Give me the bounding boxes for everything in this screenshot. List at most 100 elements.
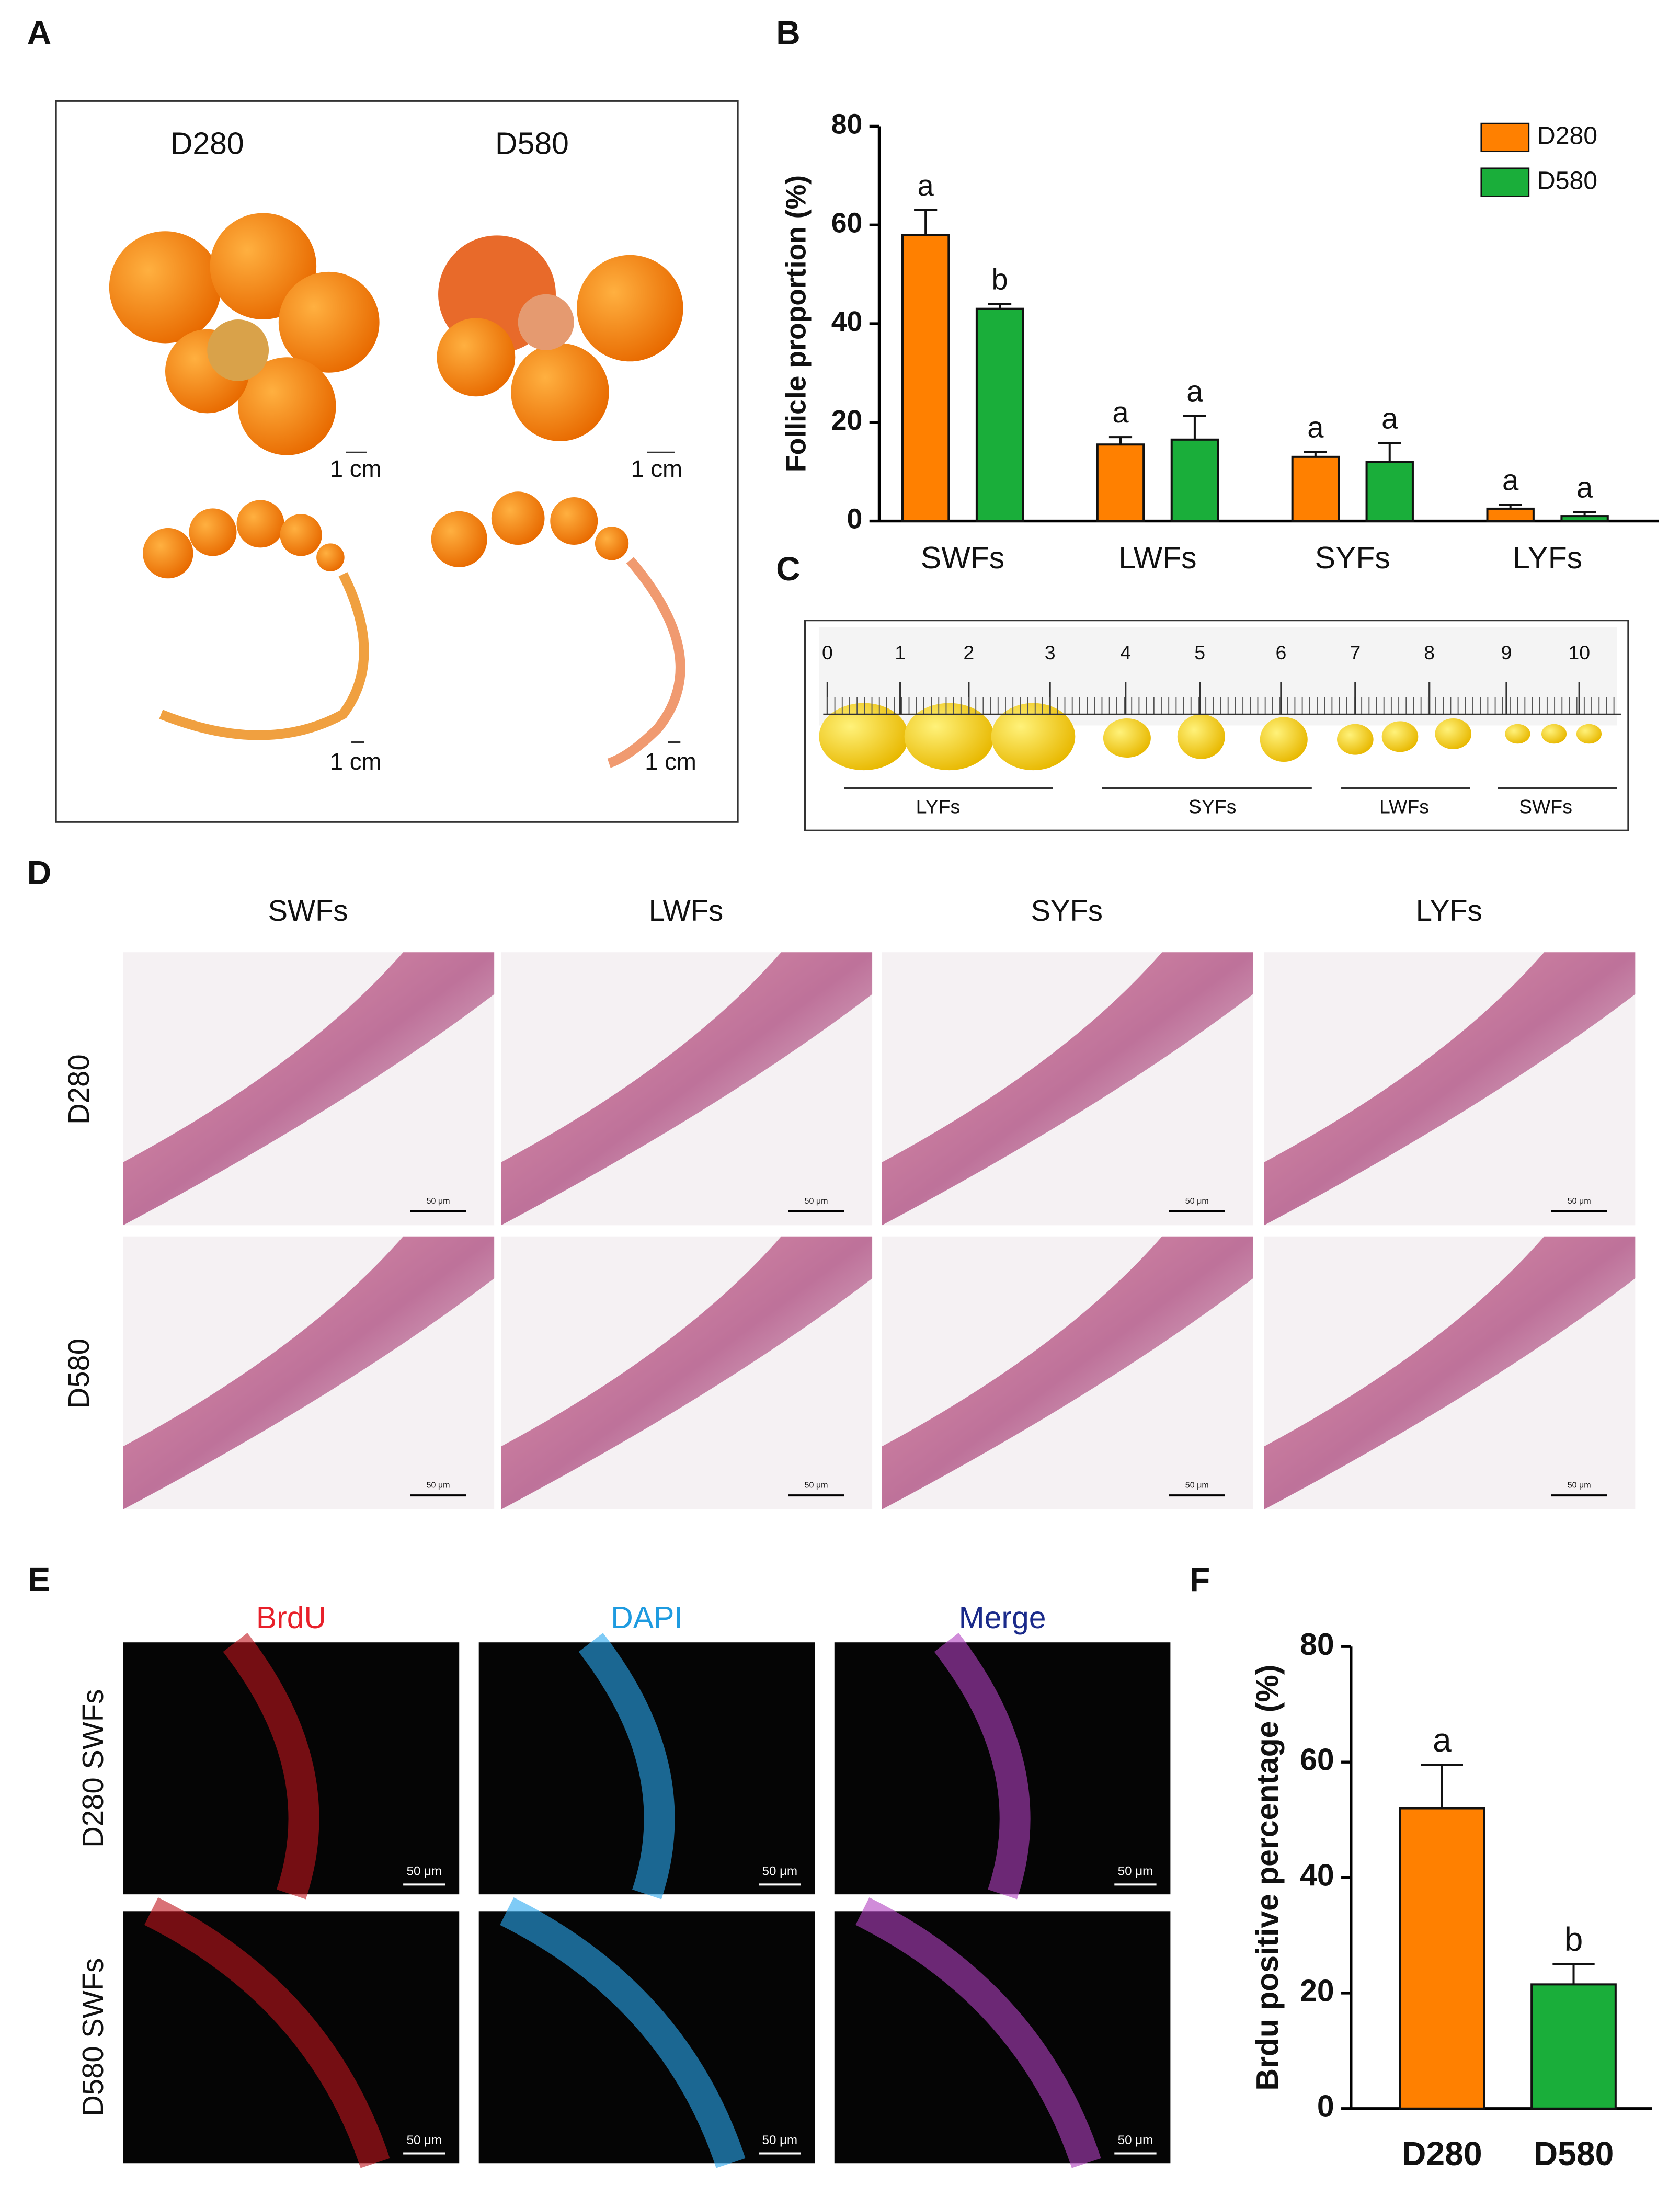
ruler-number: 7 <box>1350 642 1361 663</box>
row-label: D280 <box>62 1054 95 1124</box>
scale-label: 50 μm <box>1118 2133 1153 2147</box>
scale-label: 1 cm <box>631 455 682 482</box>
group-label: LWFs <box>1379 795 1429 817</box>
scale-label: 50 μm <box>762 1864 797 1879</box>
column-label: SYFs <box>1031 894 1103 927</box>
y-tick-label: 80 <box>831 109 863 140</box>
bar <box>901 234 950 522</box>
bar <box>1560 515 1609 522</box>
significance-letter: a <box>1502 463 1519 496</box>
significance-letter: a <box>1576 471 1593 504</box>
tissue-band <box>123 952 495 1226</box>
tissue-signal <box>855 1897 1101 2168</box>
error-bar <box>1108 436 1133 445</box>
scale-label: 1 cm <box>645 748 696 775</box>
column-label: LWFs <box>649 894 724 927</box>
ruler-number: 4 <box>1120 642 1131 663</box>
legend-label: D280 <box>1537 122 1597 150</box>
scale-label: 50 μm <box>1568 1481 1591 1490</box>
ruler-number: 10 <box>1568 642 1590 663</box>
scale-label: 50 μm <box>1118 1864 1153 1879</box>
x-tick-label: LWFs <box>1118 541 1196 575</box>
tissue-band <box>123 1236 495 1509</box>
y-tick-label: 0 <box>1317 2089 1334 2123</box>
x-tick-label: SWFs <box>921 541 1004 575</box>
tissue-signal <box>578 1633 675 1900</box>
significance-letter: a <box>1112 396 1129 429</box>
panel-a-frame <box>55 100 739 823</box>
x-tick-label: LYFs <box>1513 541 1582 575</box>
legend-swatch <box>1480 167 1530 197</box>
group-label: LYFs <box>916 795 961 817</box>
row-label: D280 SWFs <box>76 1689 109 1848</box>
row-label: D580 <box>62 1338 95 1409</box>
group-label: SWFs <box>1519 795 1572 817</box>
y-tick-label: 20 <box>831 405 863 436</box>
tissue-signal <box>500 1897 746 2168</box>
error-bar <box>1378 442 1401 462</box>
ruler-number: 5 <box>1194 642 1205 663</box>
ruler-number: 9 <box>1501 642 1512 663</box>
y-axis-label: Follicle proportion (%) <box>781 175 812 472</box>
error-bar <box>914 209 938 235</box>
bar <box>1530 1983 1617 2110</box>
scale-label: 50 μm <box>1185 1481 1209 1490</box>
ruler-number: 8 <box>1424 642 1435 663</box>
x-tick-label: SYFs <box>1315 541 1390 575</box>
scale-label: 50 μm <box>407 2133 442 2147</box>
bar <box>975 307 1024 522</box>
tissue-band <box>882 952 1253 1226</box>
scale-label: 50 μm <box>762 2133 797 2147</box>
error-bar <box>988 303 1012 309</box>
group-label: SYFs <box>1188 795 1237 817</box>
panel-label: A <box>27 14 51 51</box>
error-bar <box>1573 511 1596 517</box>
error-bar <box>1421 1764 1463 1809</box>
ruler-number: 0 <box>822 642 833 663</box>
column-label: Merge <box>959 1601 1046 1635</box>
column-label: BrdU <box>256 1601 326 1635</box>
panel-label: B <box>776 14 800 51</box>
error-bar <box>1304 451 1327 457</box>
column-label: D280 <box>170 127 244 161</box>
ruler-number: 1 <box>895 642 906 663</box>
y-tick-label: 80 <box>1300 1628 1334 1662</box>
significance-letter: b <box>991 262 1008 295</box>
y-axis-label: Brdu positive percentage (%) <box>1251 1665 1285 2091</box>
scale-label: 50 μm <box>427 1196 450 1206</box>
significance-letter: a <box>1433 1721 1452 1759</box>
y-tick-label: 60 <box>831 208 863 238</box>
tissue-signal <box>144 1897 390 2168</box>
significance-letter: b <box>1564 1920 1583 1958</box>
scale-label: 1 cm <box>330 748 382 775</box>
scale-label: 1 cm <box>330 455 382 482</box>
panel-label: F <box>1190 1561 1210 1598</box>
panel-label: C <box>776 550 800 588</box>
row-label: D580 SWFs <box>76 1958 109 2116</box>
significance-letter: a <box>1186 375 1203 408</box>
scale-label: 50 μm <box>427 1481 450 1490</box>
panel-label: D <box>27 854 51 891</box>
scale-label: 50 μm <box>1185 1196 1209 1206</box>
error-bar <box>1499 504 1522 509</box>
legend-label: D580 <box>1537 166 1597 194</box>
bar <box>1399 1807 1485 2110</box>
bar <box>1291 455 1340 522</box>
significance-letter: a <box>918 169 934 202</box>
legend-swatch <box>1480 122 1530 153</box>
y-tick-label: 0 <box>847 504 863 535</box>
column-label: D580 <box>495 127 569 161</box>
x-tick-label: D580 <box>1534 2135 1614 2172</box>
tissue-signal <box>934 1633 1031 1900</box>
y-tick-label: 60 <box>1300 1743 1334 1777</box>
scale-bars <box>346 451 681 743</box>
panel-label: E <box>28 1561 51 1598</box>
bar <box>1096 443 1145 522</box>
bar <box>1365 461 1414 522</box>
x-tick-label: D280 <box>1402 2135 1482 2172</box>
tissue-band <box>882 1236 1253 1509</box>
scale-label: 50 μm <box>805 1481 828 1490</box>
column-label: SWFs <box>268 894 348 927</box>
tissue-band <box>1264 1236 1636 1509</box>
